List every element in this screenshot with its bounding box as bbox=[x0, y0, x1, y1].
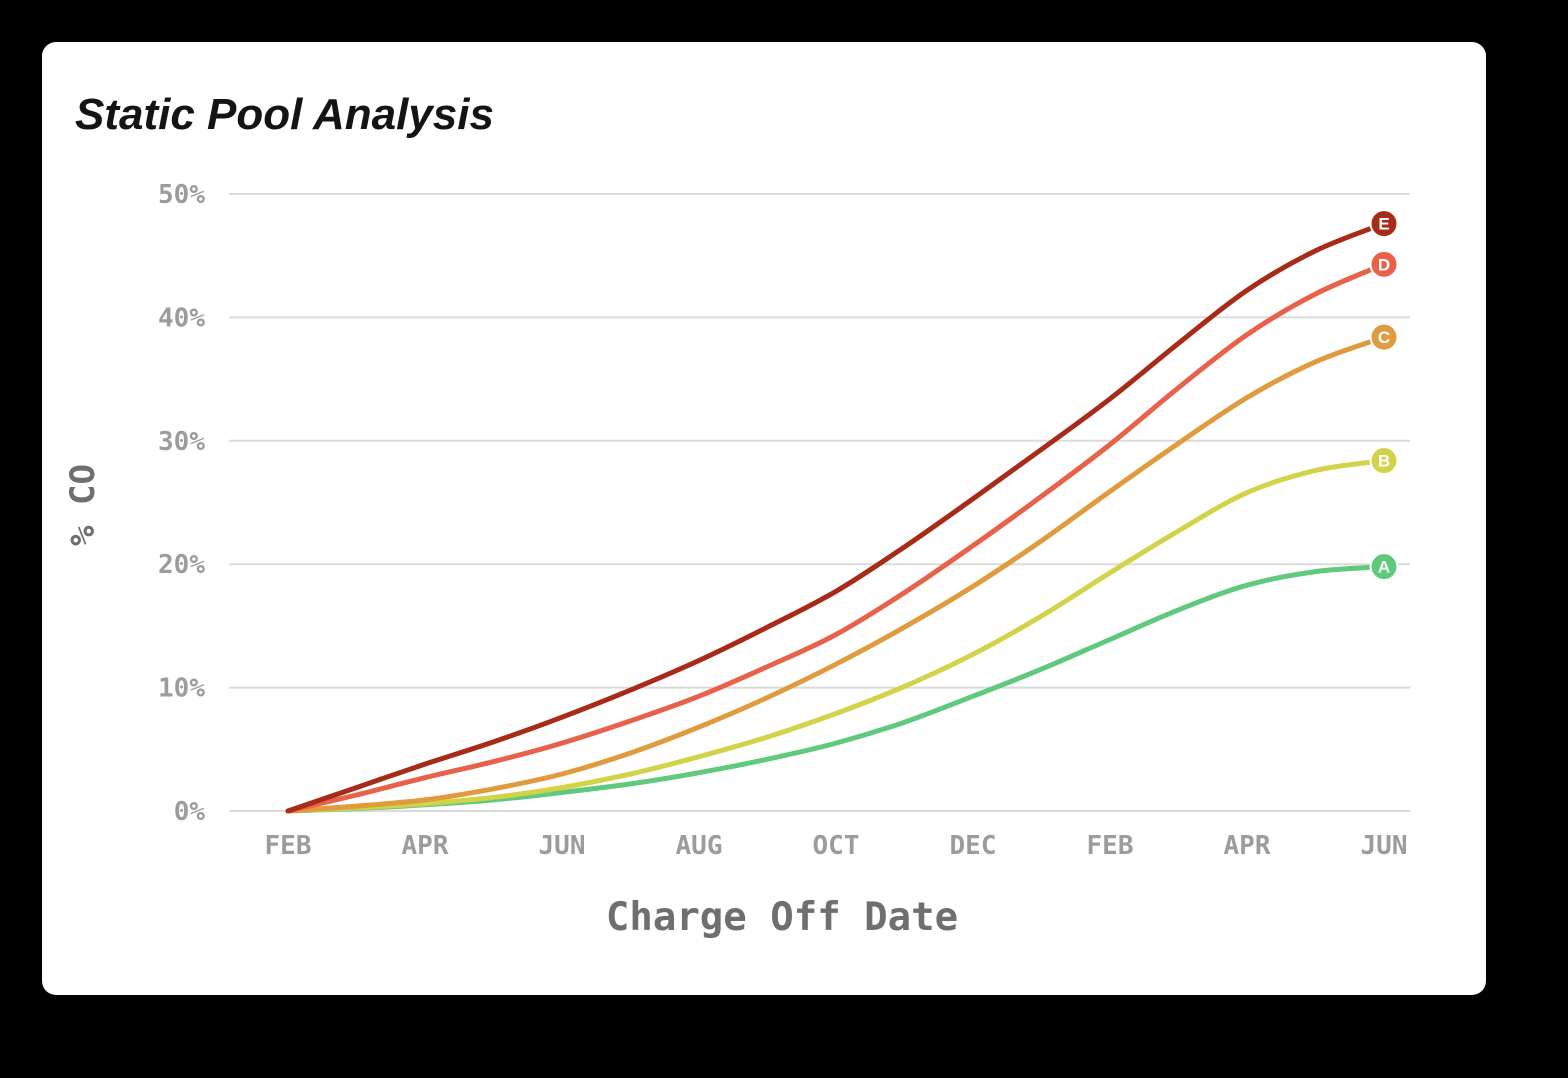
chart-canvas: 0%10%20%30%40%50%FEB APR JUN AUG OCT DEC FEB AP… bbox=[63, 180, 1410, 940]
y-axis-title: % CO bbox=[63, 464, 103, 546]
series-marker-D bbox=[1369, 249, 1399, 279]
series-marker-E bbox=[1369, 209, 1399, 239]
y-tick-label-50%: 50% bbox=[158, 180, 205, 210]
series-marker-C bbox=[1369, 322, 1399, 352]
y-tick-label-20%: 20% bbox=[158, 550, 205, 580]
series-line-A bbox=[285, 564, 1387, 814]
y-tick-label-10%: 10% bbox=[158, 674, 205, 704]
x-tick-label-8-JUN: JUN bbox=[1361, 831, 1408, 861]
series-marker-label-D: D bbox=[1378, 255, 1390, 274]
x-tick-label-3-AUG: AUG bbox=[676, 831, 723, 861]
series-marker-label-A: A bbox=[1378, 558, 1390, 577]
series-marker-label-C: C bbox=[1378, 328, 1390, 347]
y-tick-label-40%: 40% bbox=[158, 303, 205, 333]
x-tick-label-4-OCT: OCT bbox=[813, 831, 860, 861]
x-tick-label-2-JUN: JUN bbox=[539, 831, 586, 861]
series-line-C bbox=[285, 334, 1387, 814]
series-marker-B bbox=[1369, 446, 1399, 476]
series-marker-label-E: E bbox=[1378, 215, 1389, 234]
y-tick-label-0%: 0% bbox=[174, 797, 206, 827]
x-tick-label-5-DEC: DEC bbox=[950, 831, 997, 861]
series-line-E bbox=[285, 221, 1387, 814]
series-marker-A bbox=[1369, 552, 1399, 582]
chart-card: Static Pool Analysis 0% 10% 20% 30% 40% 50% FE… bbox=[42, 42, 1486, 995]
y-tick-label-30%: 30% bbox=[158, 427, 205, 457]
series-line-D bbox=[285, 261, 1387, 814]
x-tick-label-0-FEB: FEB bbox=[265, 831, 312, 861]
x-tick-label-1-APR: APR bbox=[402, 831, 449, 861]
x-tick-label-6-FEB: FEB bbox=[1087, 831, 1134, 861]
chart-title: Static Pool Analysis bbox=[75, 90, 494, 139]
x-tick-label-7-APR: APR bbox=[1224, 831, 1271, 861]
series-marker-label-B: B bbox=[1378, 452, 1390, 471]
series-line-B bbox=[285, 458, 1387, 814]
x-axis-title: Charge Off Date bbox=[606, 895, 958, 940]
